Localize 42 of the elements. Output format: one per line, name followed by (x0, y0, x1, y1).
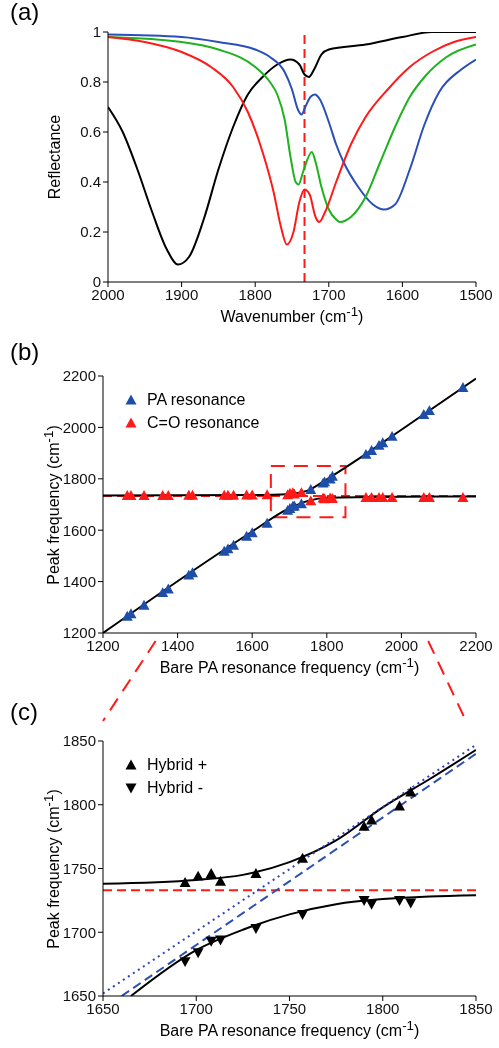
x-tick-label: 2200 (459, 636, 493, 654)
x-tick-label: 1400 (160, 636, 195, 654)
chart-title: (a) (10, 0, 40, 26)
x-tick-label: 1900 (164, 285, 199, 303)
x-axis-title: Wavenumber (cm$^{-1}$) (219, 304, 365, 327)
x-tick-label: 2000 (384, 636, 419, 654)
y-tick-label: 0 (92, 273, 101, 291)
legend-label: PA resonance (147, 390, 246, 410)
y-tick-label: 2000 (62, 418, 96, 436)
y-tick-label: 1800 (62, 796, 96, 814)
x-axis-title: Bare PA resonance frequency (cm$^{-1}$) (158, 655, 421, 678)
y-tick-label: 1750 (62, 859, 96, 877)
x-tick-label: 1800 (238, 285, 272, 303)
y-tick-label: 0.4 (80, 173, 101, 191)
x-tick-label: 1800 (310, 636, 344, 654)
x-tick-label: 1700 (312, 285, 346, 303)
x-tick-label: 1500 (459, 285, 493, 303)
y-tick-label: 0.2 (80, 223, 101, 241)
x-tick-label: 1700 (179, 999, 213, 1017)
x-tick-label: 1600 (235, 636, 269, 654)
y-tick-label: 1400 (62, 572, 96, 590)
x-tick-label: 1800 (366, 999, 400, 1017)
chart-title: (c) (10, 698, 38, 726)
y-tick-label: 2200 (62, 367, 96, 385)
legend-label: Hybrid - (147, 778, 204, 798)
y-tick-label: 0.6 (80, 123, 101, 141)
y-tick-label: 1650 (62, 987, 96, 1005)
y-axis-title: Reflectance (46, 113, 64, 202)
y-tick-label: 0.8 (80, 73, 101, 91)
x-tick-label: 1850 (459, 999, 493, 1017)
legend-label: Hybrid + (147, 755, 208, 775)
y-tick-label: 1800 (62, 470, 96, 488)
y-tick-label: 1850 (62, 732, 96, 750)
x-tick-label: 1600 (385, 285, 420, 303)
legend-label: C=O resonance (147, 413, 260, 433)
x-axis-title: Bare PA resonance frequency (cm$^{-1}$) (158, 1018, 421, 1041)
y-tick-label: 1600 (62, 521, 96, 539)
y-tick-label: 1200 (62, 624, 96, 642)
y-tick-label: 1 (92, 23, 101, 41)
y-tick-label: 1700 (62, 923, 96, 941)
x-tick-label: 1750 (272, 999, 307, 1017)
chart-title: (b) (10, 338, 40, 366)
